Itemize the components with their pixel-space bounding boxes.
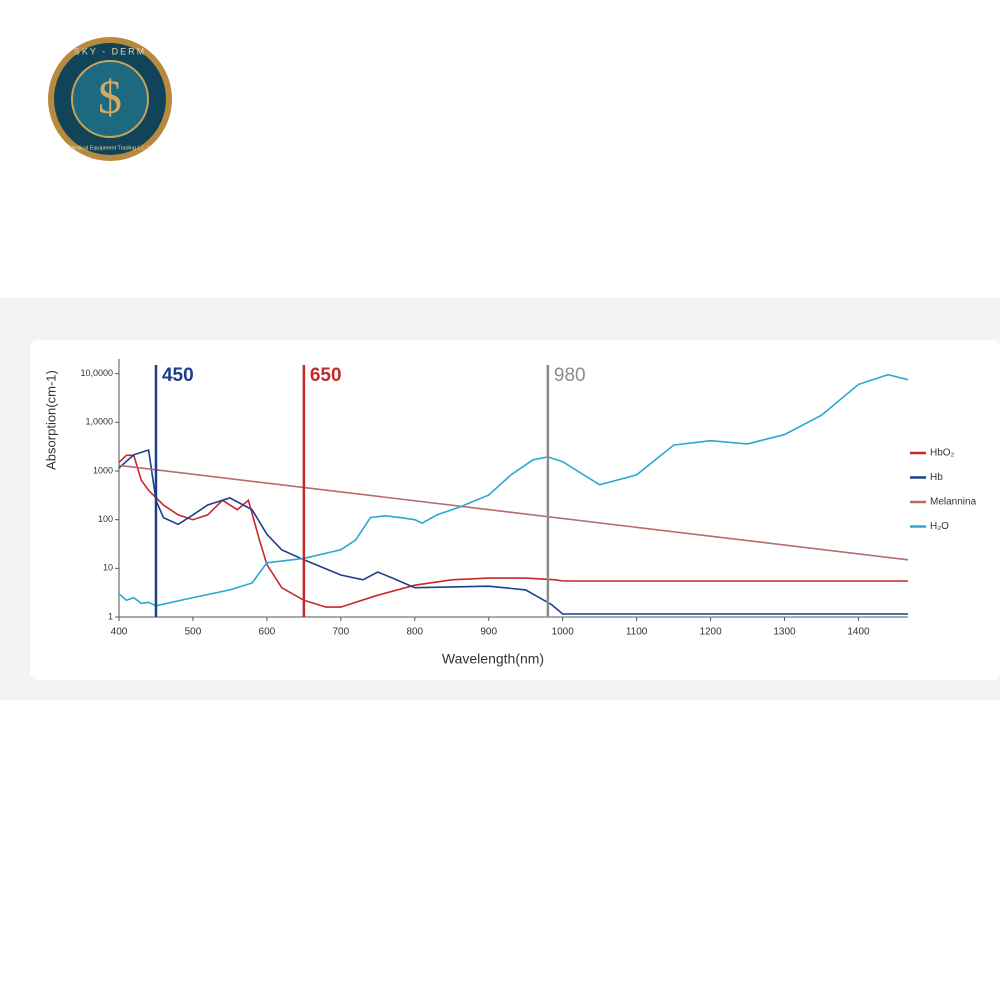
- y-tick-label: 10,0000: [80, 368, 113, 378]
- marker-label: 650: [310, 365, 342, 386]
- series-line: [118, 454, 908, 608]
- x-tick-label: 1100: [626, 627, 648, 638]
- x-tick-label: 1000: [552, 627, 575, 638]
- series-line: [118, 448, 908, 615]
- legend-label: Melannina: [930, 497, 977, 508]
- x-tick-label: 1300: [773, 627, 796, 638]
- chart: 1 10 100 1000 1,0000 10,0000 400 500 600 700 800 90…: [43, 359, 977, 667]
- y-tick-label: 1000: [93, 465, 113, 475]
- series-line: [118, 373, 909, 607]
- y-axis-label: Absorption(cm-1): [43, 370, 58, 470]
- y-tick-label: 1: [108, 611, 113, 621]
- card: [30, 340, 1000, 680]
- x-tick-label: 1400: [847, 627, 870, 638]
- legend-label: Hb: [930, 472, 943, 483]
- y-tick-label: 10: [103, 563, 113, 573]
- legend-label: HbO₂: [930, 448, 955, 459]
- logo-mark: $: [98, 71, 122, 124]
- x-tick-label: 1200: [699, 627, 722, 638]
- y-tick-label: 100: [98, 514, 113, 524]
- x-tick-label: 500: [185, 627, 202, 638]
- x-tick-label: 900: [480, 627, 497, 638]
- x-tick-label: 600: [259, 627, 276, 638]
- logo-top: SKY - DERM: [74, 46, 146, 56]
- x-tick-label: 800: [406, 627, 423, 638]
- series-line: [118, 464, 909, 561]
- marker-label: 450: [162, 365, 194, 386]
- logo-bottom: Medical Equipment Trading L.L.C: [69, 145, 150, 151]
- marker-label: 980: [554, 365, 586, 386]
- x-axis-label: Wavelength(nm): [442, 651, 544, 667]
- y-tick-label: 1,0000: [85, 417, 113, 427]
- logo: $ SKY - DERM Medical Equipment Trading L…: [48, 37, 172, 161]
- x-tick-label: 700: [332, 627, 349, 638]
- x-tick-label: 400: [111, 627, 128, 638]
- legend-label: H₂O: [930, 521, 949, 532]
